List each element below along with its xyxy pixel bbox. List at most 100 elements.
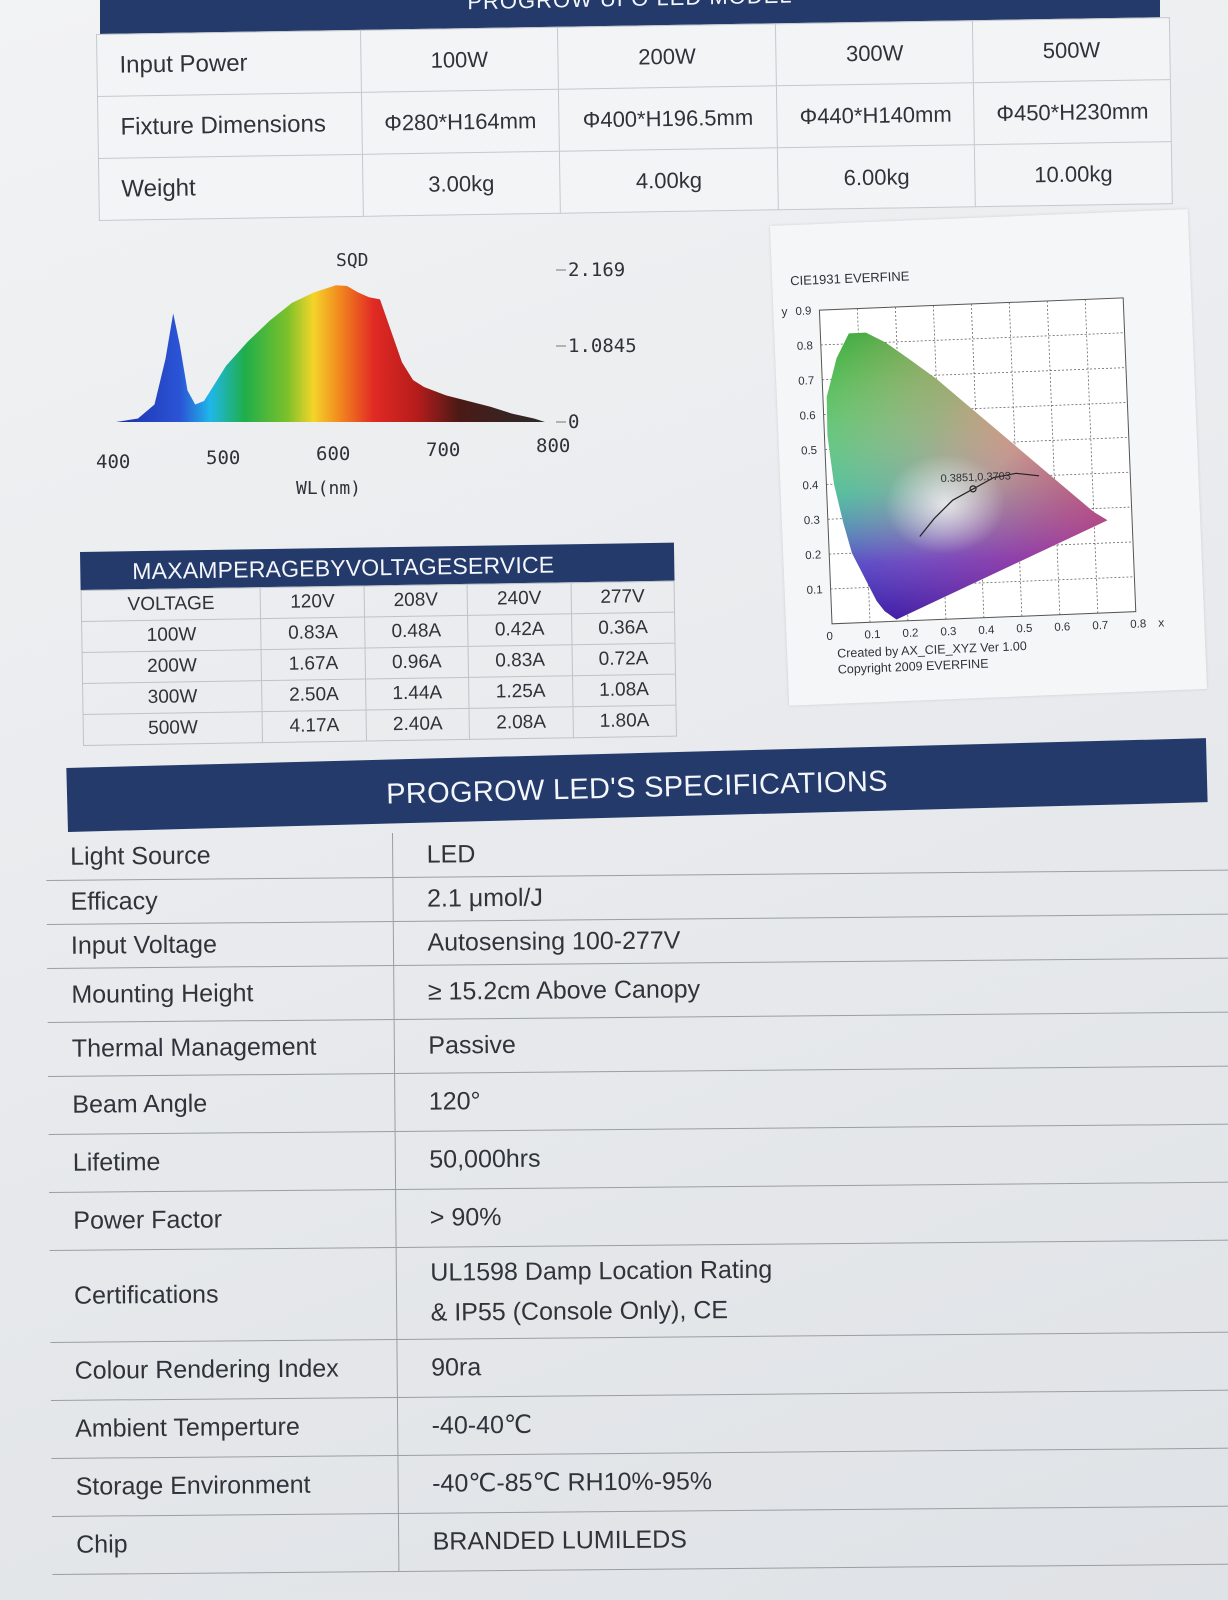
spec-value: -40℃-85℃ RH10%-95% — [397, 1447, 1228, 1513]
table-cell: Φ440*H140mm — [776, 82, 975, 148]
model-table: Input Power 100W 200W 300W 500W Fixture … — [96, 17, 1173, 221]
x-axis-label: WL(nm) — [296, 478, 361, 499]
table-cell: 200W — [82, 649, 263, 684]
spec-row: Ambient Temperture -40-40℃ — [50, 1389, 1228, 1458]
table-cell: 300W — [82, 680, 263, 715]
table-cell: 10.00kg — [974, 141, 1173, 207]
column-header: 208V — [363, 584, 468, 618]
spec-value: BRANDED LUMILEDS — [397, 1505, 1228, 1571]
y-tick-label: 0.2 — [805, 549, 821, 562]
y-tick-label: 0.9 — [795, 305, 811, 318]
column-header: 277V — [570, 581, 675, 614]
spec-value: 90ra — [396, 1331, 1228, 1397]
spec-value-line: > 90% — [429, 1203, 502, 1232]
column-header: VOLTAGE — [81, 587, 262, 622]
spec-key: Input Voltage — [46, 920, 394, 968]
spec-value: ≥ 15.2cm Above Canopy — [393, 957, 1228, 1019]
table-cell: 500W — [83, 711, 263, 746]
row-label: Input Power — [96, 30, 362, 97]
column-header: 240V — [467, 582, 572, 616]
table-cell: 1.25A — [468, 675, 573, 709]
x-tick-label: 0.8 — [1130, 618, 1146, 631]
cie-chart-card: CIE1931 EVERFINE 0 0.1 0.2 0.3 0.4 0.5 0.6 0.7 0… — [770, 209, 1207, 706]
cie-white-point — [885, 454, 1006, 555]
y-tick-label: 0.1 — [806, 584, 822, 597]
table-cell: 2.40A — [365, 708, 470, 742]
spec-row: Certifications UL1598 Damp Location Rati… — [49, 1239, 1228, 1342]
table-cell: 100W — [360, 27, 559, 93]
spec-key: Mounting Height — [47, 964, 394, 1022]
y-tick-label: 0.6 — [799, 410, 815, 423]
grid-line — [1046, 300, 1061, 615]
spec-key: Chip — [51, 1512, 399, 1574]
spec-row: Colour Rendering Index 90ra — [50, 1331, 1228, 1400]
row-label: Weight — [98, 154, 364, 221]
row-label: Fixture Dimensions — [97, 92, 363, 159]
spec-value-line: 90ra — [431, 1353, 482, 1382]
spec-value: 2.1 μmol/J — [392, 869, 1228, 921]
spec-key: Efficacy — [46, 876, 393, 924]
spec-value-line: 50,000hrs — [429, 1144, 541, 1174]
spec-value: LED — [391, 825, 1228, 877]
table-cell: 0.83A — [261, 617, 365, 650]
table-cell: 0.42A — [467, 613, 572, 647]
spec-value: UL1598 Damp Location Rating & IP55 (Cons… — [395, 1239, 1228, 1339]
table-cell: 500W — [972, 17, 1171, 83]
spec-value: 50,000hrs — [394, 1123, 1228, 1189]
table-cell: 0.96A — [364, 646, 469, 680]
y-tick-label: 0.4 — [802, 480, 819, 493]
table-cell: 100W — [81, 618, 262, 653]
y-tick-label: 1.0845 — [568, 335, 637, 357]
spec-key: Power Factor — [49, 1188, 396, 1250]
spectrum-area — [116, 285, 545, 422]
table-cell: 1.67A — [261, 648, 366, 681]
table-cell: Φ400*H196.5mm — [558, 85, 778, 152]
spec-value-line: BRANDED LUMILEDS — [432, 1525, 688, 1556]
y-tick-label: 0.3 — [804, 515, 820, 528]
point-label: 0.3851,0.3703 — [940, 470, 1011, 485]
x-tick-label: 0.7 — [1092, 620, 1108, 633]
spec-value: > 90% — [395, 1181, 1228, 1247]
spec-row: Beam Angle 120° — [48, 1065, 1228, 1134]
spec-row: Power Factor > 90% — [49, 1181, 1228, 1250]
spec-key: Ambient Temperture — [50, 1396, 398, 1458]
table-cell: 300W — [775, 20, 974, 86]
spec-row: Chip BRANDED LUMILEDS — [51, 1505, 1228, 1574]
x-tick-label: 600 — [316, 443, 350, 465]
specs-title: PROGROW LED'S SPECIFICATIONS — [385, 765, 889, 811]
chart-title: SQD — [336, 250, 369, 271]
table-cell: 2.08A — [469, 706, 574, 740]
spec-value-line: & IP55 (Console Only), CE — [430, 1296, 729, 1327]
spec-key: Colour Rendering Index — [50, 1338, 397, 1400]
table-cell: 0.72A — [571, 643, 676, 676]
spec-value: Autosensing 100-277V — [392, 913, 1228, 965]
y-tick-label: 2.169 — [568, 259, 625, 281]
model-banner-title: PROGROW UFO LED MODEL — [467, 0, 792, 14]
spec-row: Storage Environment -40℃-85℃ RH10%-95% — [51, 1447, 1228, 1516]
spec-value-line: LED — [426, 840, 476, 869]
specs-banner: PROGROW LED'S SPECIFICATIONS — [66, 738, 1208, 832]
y-axis-label: y — [781, 304, 788, 318]
spec-value-line: 2.1 μmol/J — [426, 883, 544, 913]
grid-line — [1084, 299, 1099, 614]
spec-value-line: 120° — [428, 1087, 481, 1116]
spec-value-line: Passive — [428, 1030, 517, 1060]
x-tick-label: 0 — [826, 631, 833, 643]
x-tick-label: 0.5 — [1016, 623, 1032, 636]
x-tick-label: 0.6 — [1054, 621, 1070, 634]
planckian-locus — [919, 472, 1040, 537]
specs-table: Light Source LED Efficacy 2.1 μmol/J Inp… — [46, 825, 1228, 1575]
spec-row: Lifetime 50,000hrs — [48, 1123, 1228, 1192]
table-cell: 1.08A — [572, 674, 676, 707]
x-tick-label: 500 — [206, 447, 240, 469]
x-axis-label: x — [1158, 616, 1165, 630]
table-cell: 4.17A — [262, 710, 367, 743]
table-cell: Φ280*H164mm — [361, 89, 560, 155]
spec-value-line: -40℃-85℃ RH10%-95% — [432, 1467, 713, 1498]
x-tick-label: 800 — [536, 435, 570, 457]
spec-value: 120° — [394, 1065, 1228, 1131]
spec-value-line: -40-40℃ — [431, 1410, 533, 1440]
cie-chart: CIE1931 EVERFINE 0 0.1 0.2 0.3 0.4 0.5 0.6 0.7 0… — [781, 268, 1165, 676]
spec-value: Passive — [393, 1011, 1228, 1073]
